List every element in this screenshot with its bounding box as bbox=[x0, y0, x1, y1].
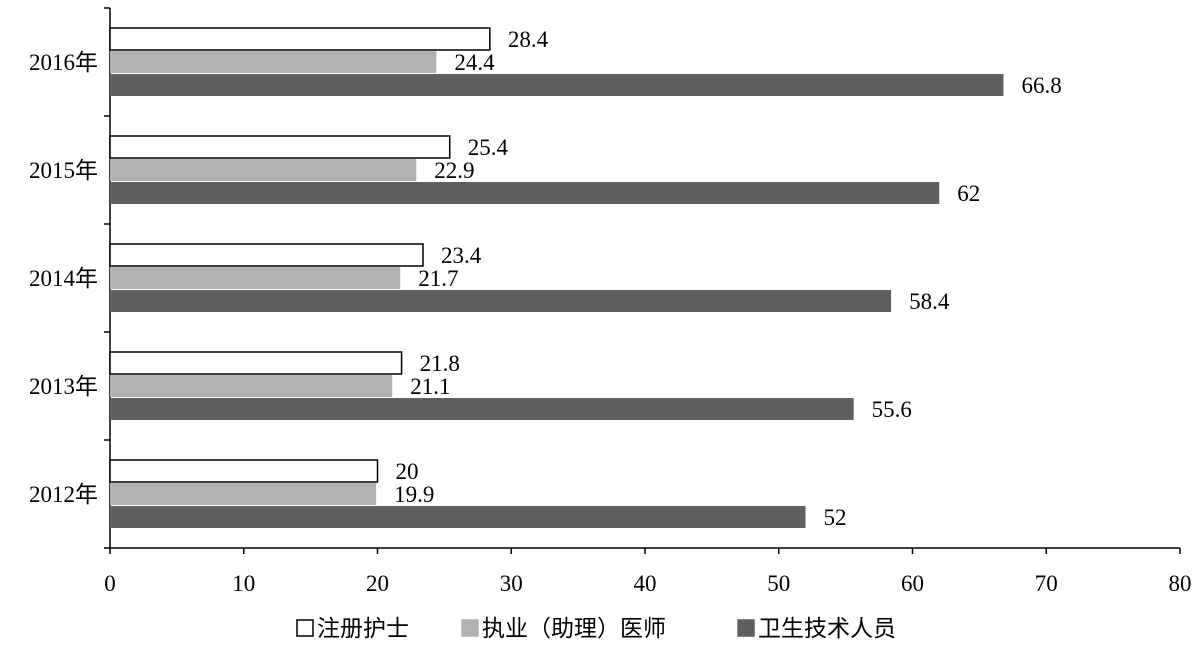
x-ticks: 0 10 20 30 40 50 60 70 80 bbox=[104, 548, 1192, 596]
bar bbox=[109, 135, 451, 159]
x-tick-label: 30 bbox=[500, 571, 523, 596]
x-tick-label: 50 bbox=[767, 571, 790, 596]
data-label: 20 bbox=[396, 459, 419, 484]
legend-label: 卫生技术人员 bbox=[758, 616, 896, 641]
data-label: 21.7 bbox=[418, 266, 458, 291]
data-label: 22.9 bbox=[434, 158, 474, 183]
category-label: 2014年 bbox=[29, 266, 98, 291]
bar bbox=[110, 267, 401, 289]
data-label: 66.8 bbox=[1021, 73, 1061, 98]
legend-swatch bbox=[737, 619, 755, 637]
x-tick-label: 70 bbox=[1035, 571, 1058, 596]
bar bbox=[110, 506, 806, 528]
data-label: 52 bbox=[824, 505, 847, 530]
data-label: 23.4 bbox=[441, 243, 482, 268]
x-tick-label: 0 bbox=[104, 571, 116, 596]
legend-label: 执业（助理）医师 bbox=[482, 616, 666, 641]
bar bbox=[110, 182, 940, 204]
x-tick-label: 40 bbox=[634, 571, 657, 596]
x-tick-label: 10 bbox=[232, 571, 255, 596]
bar bbox=[109, 27, 491, 51]
data-label: 24.4 bbox=[454, 50, 495, 75]
data-label: 62 bbox=[957, 181, 980, 206]
category-label: 2013年 bbox=[29, 374, 98, 399]
legend: 注册护士 执业（助理）医师 卫生技术人员 bbox=[296, 616, 896, 641]
category-labels: 2012年 2013年 2014年 2015年 2016年 bbox=[29, 50, 98, 507]
data-label: 55.6 bbox=[872, 397, 912, 422]
bar bbox=[110, 290, 892, 312]
x-tick-label: 20 bbox=[366, 571, 389, 596]
x-tick-label: 60 bbox=[901, 571, 924, 596]
data-label: 58.4 bbox=[909, 289, 950, 314]
legend-swatch bbox=[296, 619, 314, 637]
data-label: 25.4 bbox=[468, 135, 509, 160]
data-label: 28.4 bbox=[508, 27, 549, 52]
category-label: 2012年 bbox=[29, 482, 98, 507]
bar bbox=[110, 74, 1004, 96]
bar bbox=[110, 483, 377, 505]
legend-label: 注册护士 bbox=[317, 616, 409, 641]
bar bbox=[110, 51, 437, 73]
bar bbox=[109, 459, 379, 483]
data-label: 21.1 bbox=[410, 374, 450, 399]
category-label: 2016年 bbox=[29, 50, 98, 75]
bar bbox=[110, 398, 854, 420]
data-label: 21.8 bbox=[420, 351, 460, 376]
bar bbox=[109, 351, 403, 375]
legend-swatch bbox=[461, 619, 479, 637]
bar bbox=[109, 243, 424, 267]
data-label: 19.9 bbox=[394, 482, 434, 507]
bars bbox=[109, 27, 1004, 528]
x-tick-label: 80 bbox=[1169, 571, 1192, 596]
bar bbox=[110, 159, 417, 181]
category-label: 2015年 bbox=[29, 158, 98, 183]
bar bbox=[110, 375, 393, 397]
